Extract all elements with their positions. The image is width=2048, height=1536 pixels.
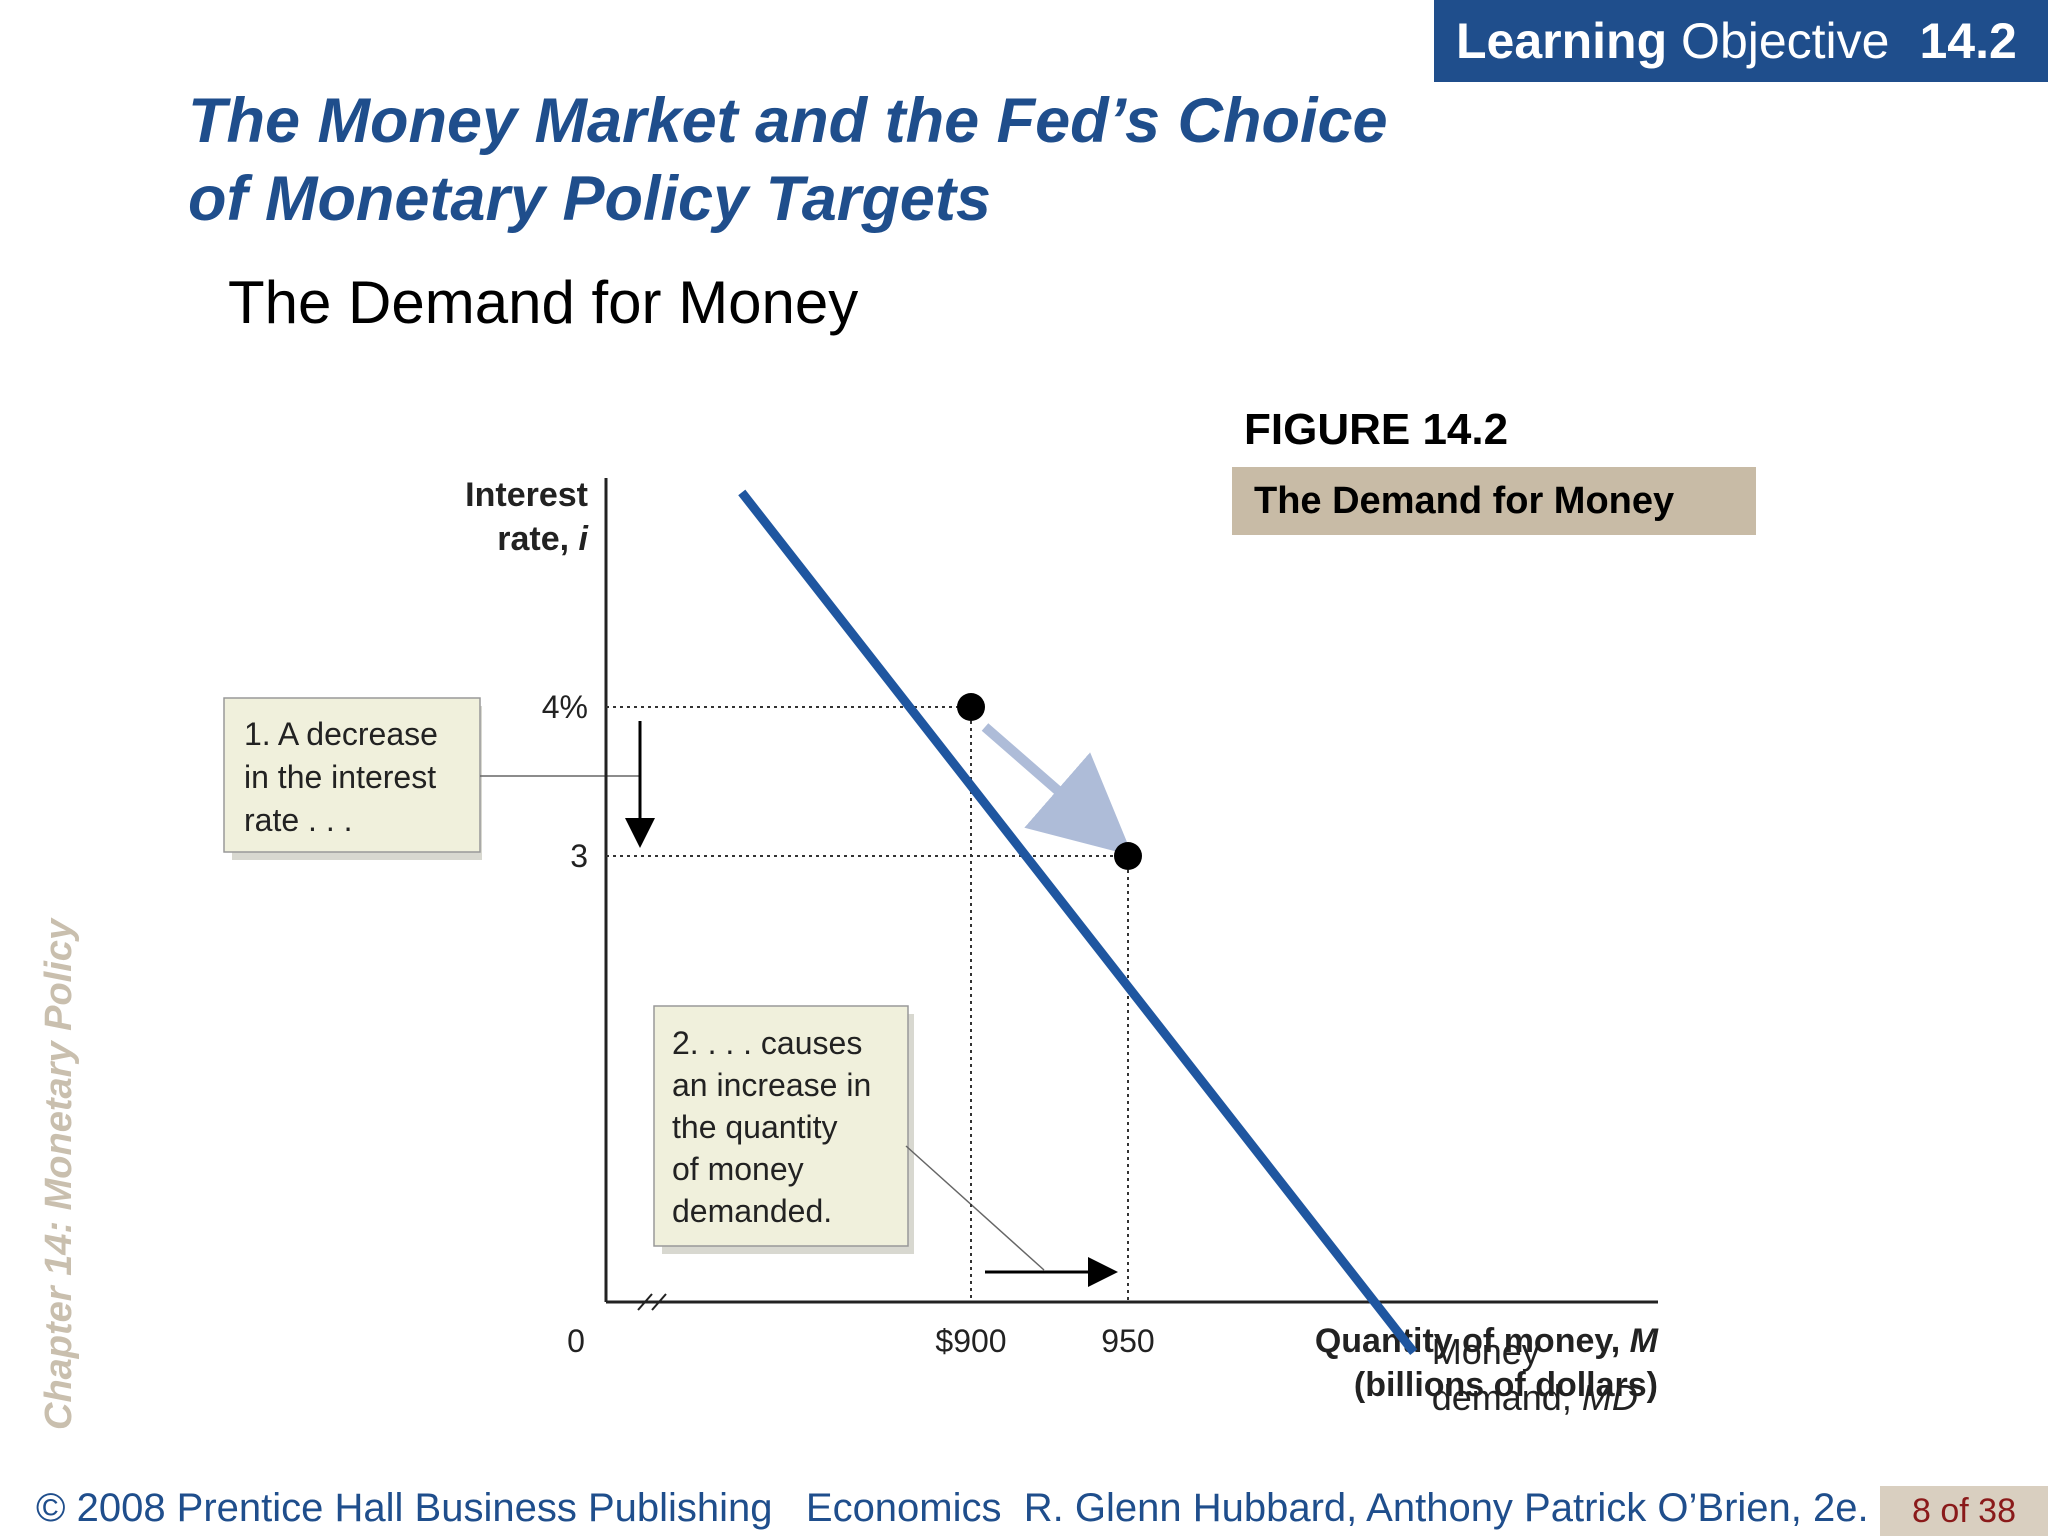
x-tick-label-1: 950 (1101, 1323, 1154, 1359)
y-tick-label-0: 4% (542, 689, 588, 725)
callout2-line-4: of money (672, 1151, 804, 1187)
callout1-line-2: in the interest (244, 759, 436, 795)
slide-title: The Money Market and the Fed’s Choice of… (188, 82, 1388, 238)
callout1-line-3: rate . . . (244, 802, 352, 838)
callout-2: 2. . . . causes an increase in the quant… (653, 1005, 1045, 1271)
callout2-line-1: 2. . . . causes (672, 1025, 862, 1061)
callout-1: 1. A decrease in the interest rate . . . (223, 697, 640, 860)
title-line-1: The Money Market and the Fed’s Choice (188, 86, 1388, 156)
callout1-line-1: 1. A decrease (244, 716, 438, 752)
highlighted-points (957, 693, 1142, 870)
guide-lines (606, 706, 1129, 1302)
money-demand-label-line-1: Money (1432, 1331, 1540, 1372)
title-line-2: of Monetary Policy Targets (188, 164, 991, 234)
point-marker-0 (957, 693, 985, 721)
figure-number: FIGURE 14.2 (1244, 405, 1509, 454)
money-demand-chart: 1. A decrease in the interest rate . . .… (223, 476, 1659, 1418)
x-tick-label-0: $900 (935, 1323, 1006, 1359)
slide-subtitle: The Demand for Money (228, 269, 859, 336)
axis-break-icon (637, 1293, 667, 1311)
money-demand-line (738, 489, 1418, 1355)
badge-text: Objective (1681, 13, 1890, 69)
callout2-line-3: the quantity (672, 1109, 837, 1145)
x-tick-labels: $900 950 (935, 1323, 1154, 1359)
learning-objective-badge: Learning Objective 14.2 (1434, 0, 2048, 82)
x-axis-title-line-2: (billions of dollars) (1354, 1366, 1658, 1404)
y-axis-title-line-2: rate, i (497, 520, 589, 558)
figure-caption: The Demand for Money (1232, 467, 1756, 535)
callout2-line-2: an increase in (672, 1067, 871, 1103)
badge-number: 14.2 (1919, 13, 2017, 69)
page-number-badge: 8 of 38 (1880, 1486, 2048, 1536)
point-marker-1 (1114, 842, 1142, 870)
callout2-leader (905, 1145, 1045, 1271)
badge-bold-text: Learning (1456, 13, 1668, 69)
movement-along-curve-arrow (981, 723, 1133, 856)
callout2-line-5: demanded. (672, 1193, 832, 1229)
origin-label: 0 (567, 1323, 585, 1359)
money-demand-label-line-2: demand, MD (1432, 1377, 1638, 1418)
y-tick-labels: 4% 3 (542, 689, 588, 874)
y-tick-label-1: 3 (570, 838, 588, 874)
footer-credit: © 2008 Prentice Hall Business Publishing… (36, 1486, 1869, 1530)
x-axis-title-line-1: Quantity of money, M (1315, 1322, 1659, 1360)
y-axis-title-line-1: Interest (465, 476, 588, 514)
